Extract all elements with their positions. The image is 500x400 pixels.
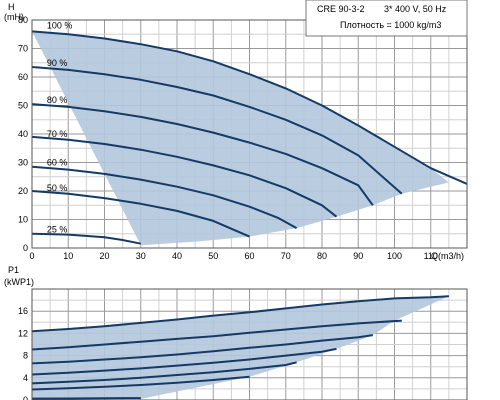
x-tick-label: 50 xyxy=(208,251,218,261)
y-tick-label: 4 xyxy=(23,373,28,383)
curve-label: 25 % xyxy=(47,224,68,234)
y-tick-label: 80 xyxy=(18,15,28,25)
supply-label: 3* 400 V, 50 Hz xyxy=(384,4,447,14)
curve-label: 100 % xyxy=(47,21,73,31)
y-tick-label: 16 xyxy=(18,306,28,316)
curve-60-pct xyxy=(31,165,298,229)
plot-frame xyxy=(31,19,468,249)
x-tick-label: 20 xyxy=(99,251,109,261)
curve-25-pct xyxy=(31,397,141,400)
y-axis-unit: (mH) xyxy=(4,12,24,22)
x-tick-label: 80 xyxy=(317,251,327,261)
y-tick-label: 40 xyxy=(18,129,28,139)
head-curve-panel: 100 % 90 % 80 % 70 % 60 % 50 % 25 % 0 10 20 30 40 50… xyxy=(4,2,468,261)
y-axis-title: H xyxy=(8,2,15,12)
x-tick-label: 110 xyxy=(424,251,438,261)
curve-100-pct xyxy=(31,295,449,333)
y-axis-unit: (kWP1) xyxy=(4,277,34,287)
y-tick-label: 70 xyxy=(18,44,28,54)
x-tick-label: 90 xyxy=(353,251,363,261)
y-tick-label: 8 xyxy=(23,351,28,361)
curve-50-pct xyxy=(31,375,250,391)
x-axis-title: Q(m3/h) xyxy=(431,251,464,261)
y-tick-label: 50 xyxy=(18,101,28,111)
y-tick-label: 20 xyxy=(18,186,28,196)
x-tick-label: 30 xyxy=(136,251,146,261)
x-tick-label: 70 xyxy=(281,251,291,261)
y-tick-label: 10 xyxy=(18,215,28,225)
y-tick-label: 60 xyxy=(18,72,28,82)
curve-90-pct xyxy=(31,319,402,351)
y-tick-label: 30 xyxy=(18,158,28,168)
x-tick-label: 100 xyxy=(387,251,402,261)
x-tick-label: 10 xyxy=(63,251,73,261)
y-tick-label: 12 xyxy=(18,328,28,338)
y-axis-title: P1 xyxy=(8,265,19,275)
y-tick-label: 0 xyxy=(23,243,28,253)
y-tick-label: 0 xyxy=(23,395,28,400)
curve-label: 60 % xyxy=(47,158,68,168)
curve-100-pct xyxy=(31,30,468,185)
operating-area xyxy=(32,296,449,399)
curve-90-pct xyxy=(31,66,403,195)
curve-80-pct xyxy=(31,103,374,206)
curve-label: 90 % xyxy=(47,58,68,68)
curve-70-pct xyxy=(31,347,337,376)
curve-50-pct xyxy=(31,190,250,238)
model-label: CRE 90-3-2 xyxy=(317,4,365,14)
operating-area xyxy=(32,31,449,246)
x-tick-label: 0 xyxy=(29,251,34,261)
power-curve-panel: 0 4 8 12 16 P1 (kWP1) xyxy=(4,265,468,400)
curve-60-pct xyxy=(31,361,297,385)
curve-25-pct xyxy=(31,232,141,245)
curve-label: 50 % xyxy=(47,183,68,193)
x-tick-label: 60 xyxy=(244,251,254,261)
density-label: Плотность = 1000 kg/m3 xyxy=(340,20,441,30)
info-box-frame xyxy=(305,0,468,37)
curve-label: 70 % xyxy=(47,129,68,139)
curve-70-pct xyxy=(31,135,338,218)
info-box: CRE 90-3-2 3* 400 V, 50 Hz Плотность = 1… xyxy=(305,0,468,37)
plot-frame xyxy=(31,288,468,400)
curve-80-pct xyxy=(31,334,373,365)
x-tick-label: 40 xyxy=(172,251,182,261)
curve-label: 80 % xyxy=(47,95,68,105)
